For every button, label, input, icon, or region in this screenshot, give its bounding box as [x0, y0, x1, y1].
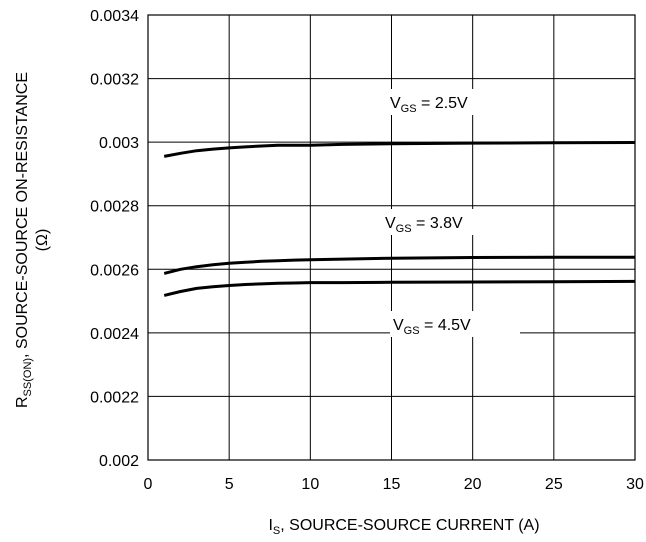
y-tick-label: 0.0032	[90, 72, 139, 89]
annotation-background	[390, 311, 520, 337]
series-line-2	[163, 255, 635, 275]
annotation-background	[382, 209, 508, 235]
series-annotation: VGS = 3.8V	[385, 215, 463, 235]
x-tick-label: 0	[144, 476, 153, 493]
x-tick-label: 15	[383, 476, 401, 493]
series-line-1	[163, 141, 636, 158]
series-line-3	[163, 279, 636, 297]
x-axis-title-sub: S	[273, 525, 280, 537]
x-tick-label: 25	[545, 476, 563, 493]
y-axis-title-main: R	[14, 396, 31, 408]
y-tick-label: 0.003	[99, 135, 139, 152]
x-axis-title-rest: , SOURCE-SOURCE CURRENT (A)	[280, 517, 539, 534]
y-tick-label: 0.0026	[90, 262, 139, 279]
y-tick-label: 0.0022	[90, 389, 139, 406]
y-tick-label: 0.0034	[90, 8, 139, 25]
y-axis-title-line2: (Ω)	[34, 229, 51, 252]
x-tick-label: 30	[626, 476, 644, 493]
series-annotation: VGS = 2.5V	[390, 95, 468, 115]
series-annotation: VGS = 4.5V	[393, 317, 471, 337]
y-tick-label: 0.0024	[90, 326, 139, 343]
x-tick-label: 20	[464, 476, 482, 493]
y-axis-title-line1: RSS(ON), SOURCE-SOURCE ON-RESISTANCE	[14, 72, 34, 408]
x-axis-title-main: I	[268, 517, 272, 534]
y-tick-label: 0.002	[99, 453, 139, 470]
x-axis-title: IS, SOURCE-SOURCE CURRENT (A)	[268, 517, 539, 537]
annotation-background	[387, 89, 513, 115]
y-axis-title-sub: SS(ON)	[22, 358, 34, 397]
y-axis-title-rest: , SOURCE-SOURCE ON-RESISTANCE	[14, 72, 31, 358]
series-lines	[163, 141, 636, 297]
grid	[147, 14, 636, 461]
tick-labels: 0 5 10 15 20 25 30 0.002 0.0022 0.0024 0.0026 0.002…	[90, 8, 644, 493]
x-tick-label: 5	[225, 476, 234, 493]
plot-frame	[147, 14, 636, 461]
annotations: VGS = 2.5V VGS = 3.8V VGS = 4.5V	[382, 89, 520, 337]
x-tick-label: 10	[301, 476, 319, 493]
y-tick-label: 0.0028	[90, 199, 139, 216]
